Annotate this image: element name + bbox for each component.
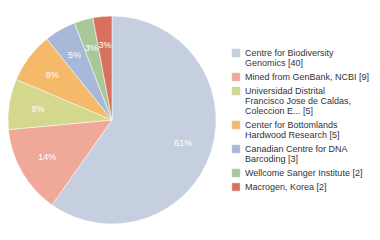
legend-label-line: Centre for Biodiversity: [245, 48, 334, 58]
legend-item: Wellcome Sanger Institute [2]: [232, 168, 362, 178]
legend-item: Macrogen, Korea [2]: [232, 182, 327, 192]
legend-label: Universidad DistritalFrancisco Jose de C…: [245, 86, 351, 116]
legend-label: Center for BottomlandsHardwood Research …: [245, 120, 340, 140]
legend-swatch: [232, 169, 240, 177]
chart: 61% 14% 8% 8% 5% 3%3% Centre for BiodiversityG…: [0, 0, 380, 240]
legend-item: Center for BottomlandsHardwood Research …: [232, 120, 340, 140]
data-label: 8%: [31, 104, 44, 114]
legend-item: Mined from GenBank, NCBI [9]: [232, 72, 369, 82]
legend-label-line: Macrogen, Korea [2]: [245, 182, 327, 192]
pie-slice: [8, 120, 112, 205]
legend-label-line: Center for Bottomlands: [245, 120, 338, 130]
legend-label-line: Wellcome Sanger Institute [2]: [245, 168, 362, 178]
legend: Centre for BiodiversityGenomics [40] Mine…: [232, 48, 369, 192]
pie-slice: [93, 16, 112, 120]
legend-label-line: Coleccion E... [5]: [245, 106, 313, 116]
legend-label-line: Francisco Jose de Caldas,: [245, 96, 351, 106]
legend-label-line: Genomics [40]: [245, 58, 303, 68]
data-label: 8%: [46, 70, 59, 80]
legend-label-line: Canadian Centre for DNA: [245, 144, 348, 154]
legend-swatch: [232, 87, 240, 95]
legend-swatch: [232, 121, 240, 129]
legend-label-line: Mined from GenBank, NCBI [9]: [245, 72, 369, 82]
legend-label: Wellcome Sanger Institute [2]: [245, 168, 362, 178]
legend-item: Centre for BiodiversityGenomics [40]: [232, 48, 334, 68]
data-label: 3%: [85, 43, 98, 53]
legend-swatch: [232, 145, 240, 153]
legend-item: Universidad DistritalFrancisco Jose de C…: [232, 86, 351, 116]
legend-label: Mined from GenBank, NCBI [9]: [245, 72, 369, 82]
legend-label-line: Universidad Distrital: [245, 86, 325, 96]
legend-label: Canadian Centre for DNABarcoding [3]: [245, 144, 348, 164]
data-label: 61%: [174, 138, 192, 148]
legend-swatch: [232, 49, 240, 57]
legend-label: Macrogen, Korea [2]: [245, 182, 327, 192]
legend-swatch: [232, 73, 240, 81]
data-label: 5%: [68, 50, 81, 60]
legend-swatch: [232, 183, 240, 191]
pie: 61% 14% 8% 8% 5% 3%3%: [8, 16, 216, 224]
legend-item: Canadian Centre for DNABarcoding [3]: [232, 144, 348, 164]
legend-label-line: Barcoding [3]: [245, 154, 298, 164]
legend-label: Centre for BiodiversityGenomics [40]: [245, 48, 334, 68]
legend-label-line: Hardwood Research [5]: [245, 130, 340, 140]
data-label: 14%: [38, 152, 56, 162]
data-label: 3%: [99, 40, 112, 50]
